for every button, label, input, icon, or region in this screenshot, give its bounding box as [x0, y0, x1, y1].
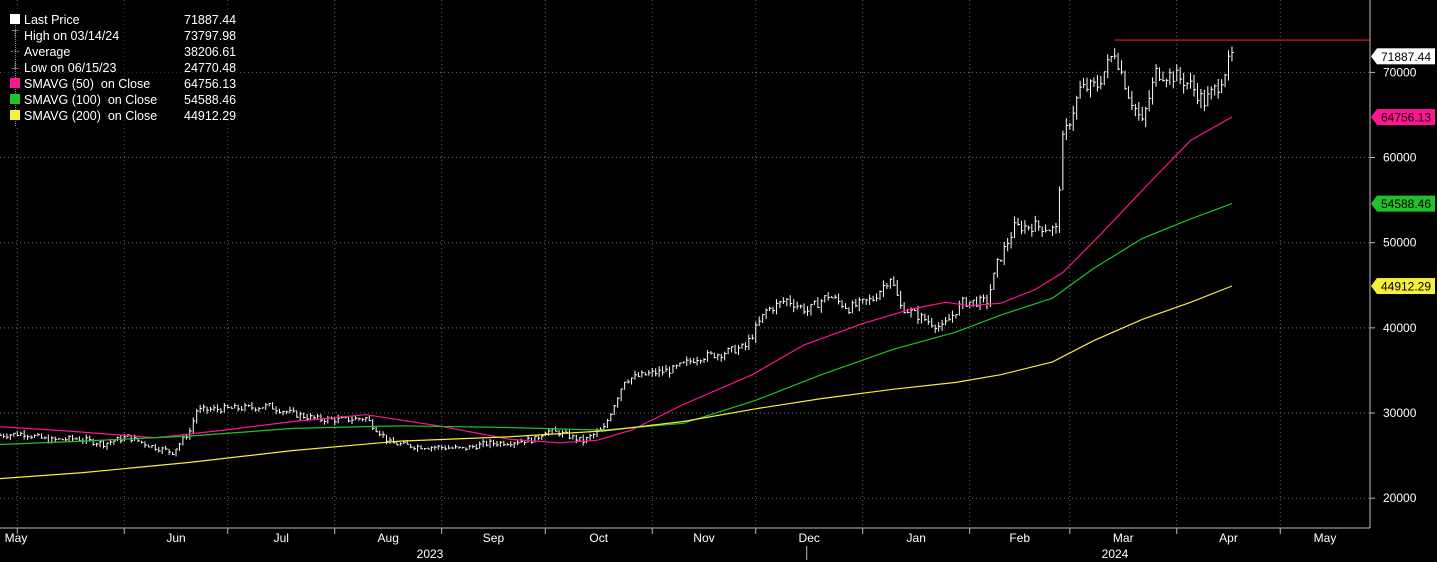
legend: Last Price 71887.44 ⊤ High on 03/14/24 73797…	[4, 6, 240, 127]
value-tag-pointer	[1371, 109, 1377, 126]
legend-label: High on 03/14/24	[24, 29, 120, 43]
legend-label: SMAVG (100) on Close	[24, 93, 158, 107]
x-month-label: Oct	[589, 531, 608, 545]
legend-value: 44912.29	[184, 109, 237, 123]
legend-label: SMAVG (50) on Close	[24, 77, 151, 91]
x-month-label: Feb	[1009, 531, 1030, 545]
x-month-label: Nov	[693, 531, 714, 545]
legend-row: ⊥ Low on 06/15/23 24770.48	[4, 60, 240, 76]
series-layer	[0, 46, 1234, 480]
legend-label: SMAVG (200) on Close	[24, 109, 158, 123]
legend-row: SMAVG (200) on Close 44912.29	[4, 108, 240, 124]
value-tag-pointer	[1371, 278, 1377, 295]
legend-swatch	[10, 78, 20, 88]
y-tick-label: 70000	[1383, 65, 1417, 79]
legend-row: SMAVG (100) on Close 54588.46	[4, 92, 240, 108]
value-tag-label: 64756.13	[1381, 111, 1431, 125]
value-tag-bg	[1377, 48, 1435, 65]
x-month-label: May	[5, 531, 28, 545]
x-month-label: Apr	[1219, 531, 1238, 545]
legend-row: SMAVG (50) on Close 64756.13	[4, 76, 240, 92]
x-year-label: 2024	[1102, 547, 1129, 561]
value-tag-label: 54588.46	[1381, 197, 1431, 211]
y-tick-label: 60000	[1383, 151, 1417, 165]
value-tag-bg	[1377, 109, 1435, 126]
legend-swatch	[10, 14, 20, 24]
legend-value: 24770.48	[184, 61, 237, 75]
value-tags-layer: 71887.44 64756.13 54588.46 44912.29	[1371, 48, 1435, 295]
y-tick-label: 50000	[1383, 236, 1417, 250]
legend-swatch	[10, 110, 20, 120]
high-marker-icon: ⊤	[10, 29, 20, 40]
legend-label: Last Price	[24, 13, 80, 27]
value-tag-bg	[1377, 195, 1435, 212]
x-year-label: 2023	[417, 547, 444, 561]
legend-value: 64756.13	[184, 77, 237, 91]
legend-row: Last Price 71887.44	[4, 12, 240, 28]
value-tag-pointer	[1371, 195, 1377, 212]
sma-line-3	[0, 285, 1233, 480]
x-month-label: Jun	[166, 531, 185, 545]
y-tick-label: 30000	[1383, 406, 1417, 420]
legend-row: -◦- Average 38206.61	[4, 44, 240, 60]
x-month-label: Mar	[1113, 531, 1134, 545]
y-tick-label: 20000	[1383, 491, 1417, 505]
x-month-label: Dec	[799, 531, 820, 545]
legend-value: 54588.46	[184, 93, 237, 107]
last-price-series	[0, 46, 1234, 457]
legend-swatch	[10, 94, 20, 104]
y-tick-label: 40000	[1383, 321, 1417, 335]
value-tag-label: 44912.29	[1381, 280, 1431, 294]
x-month-label: Jul	[274, 531, 289, 545]
value-tag-pointer	[1371, 48, 1377, 65]
legend-value: 71887.44	[184, 13, 237, 27]
x-month-label: May	[1314, 531, 1337, 545]
legend-tree-line	[15, 18, 17, 126]
legend-value: 73797.98	[184, 29, 237, 43]
sma-line-2	[0, 203, 1233, 446]
x-month-label: Jan	[907, 531, 926, 545]
legend-label: Average	[24, 45, 71, 59]
average-marker-icon: -◦-	[10, 46, 20, 56]
value-tag-label: 71887.44	[1381, 50, 1431, 64]
value-tag-bg	[1377, 278, 1435, 295]
x-month-label: Aug	[378, 531, 399, 545]
legend-label: Low on 06/15/23	[24, 61, 117, 75]
sma-line-1	[0, 116, 1233, 444]
legend-row: ⊤ High on 03/14/24 73797.98	[4, 28, 240, 44]
legend-value: 38206.61	[184, 45, 237, 59]
x-month-label: Sep	[483, 531, 505, 545]
low-marker-icon: ⊥	[10, 61, 20, 72]
